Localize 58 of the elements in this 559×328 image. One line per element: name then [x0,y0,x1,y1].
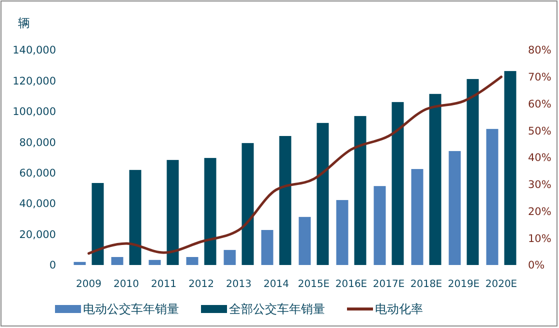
line-series [88,76,502,255]
bar [336,200,348,265]
bar [354,116,366,265]
x-tick-label: 2019E [448,279,480,290]
y-tick-label: 20,000 [19,228,56,241]
y2-tick-label: 40% [528,152,552,164]
bar [166,160,179,265]
legend-label: 电动公交车年销量 [83,302,179,316]
bar [242,143,254,265]
bar [224,250,236,265]
bar [466,79,479,265]
bar [279,136,292,265]
y-tick-label: 40,000 [19,198,56,210]
x-tick-label: 2017E [372,279,405,290]
legend-label: 电动化率 [375,302,423,316]
bar [448,151,461,265]
y2-tick-label: 10% [528,232,552,245]
bar [316,122,329,265]
x-tick-label: 2020E [485,279,518,290]
y-tick-label: 140,000 [12,44,56,57]
bar [111,257,124,265]
bar [129,170,142,265]
bar [261,230,274,265]
y-tick-label: 80,000 [19,136,56,149]
x-tick-label: 2015E [298,279,330,290]
y-tick-label: 100,000 [12,106,56,118]
x-tick-label: 2014 [264,279,289,290]
bar [374,186,386,265]
bar [504,71,516,265]
y2-tick-label: 30% [528,179,552,192]
bar [74,262,86,265]
bar [92,182,104,265]
x-tick-label: 2010 [114,279,139,290]
bar [486,128,498,265]
y-tick-label: 120,000 [12,75,56,88]
y2-tick-label: 50% [528,125,552,138]
y2-tick-label: 60% [528,98,552,110]
x-tick-label: 2009 [76,279,102,290]
bar [148,260,161,265]
y-tick-label: 0 [49,260,56,272]
legend-label: 全部公交车年销量 [229,302,325,316]
bar [186,257,198,265]
x-tick-label: 2016E [335,279,368,290]
bar [429,94,442,265]
x-tick-label: 2013 [226,279,252,290]
y-tick-label: 60,000 [19,168,56,180]
y-axis-title: 辆 [18,16,30,30]
x-tick-label: 2011 [151,279,176,290]
x-tick-label: 2018E [410,279,442,290]
y2-tick-label: 0% [528,260,545,272]
bar [298,216,311,265]
bar [204,158,216,265]
y2-tick-label: 70% [528,72,552,84]
y2-tick-label: 20% [528,206,552,218]
x-tick-label: 2012 [188,279,214,290]
bar [411,169,424,265]
y2-tick-label: 80% [528,44,552,57]
bar [392,102,404,265]
